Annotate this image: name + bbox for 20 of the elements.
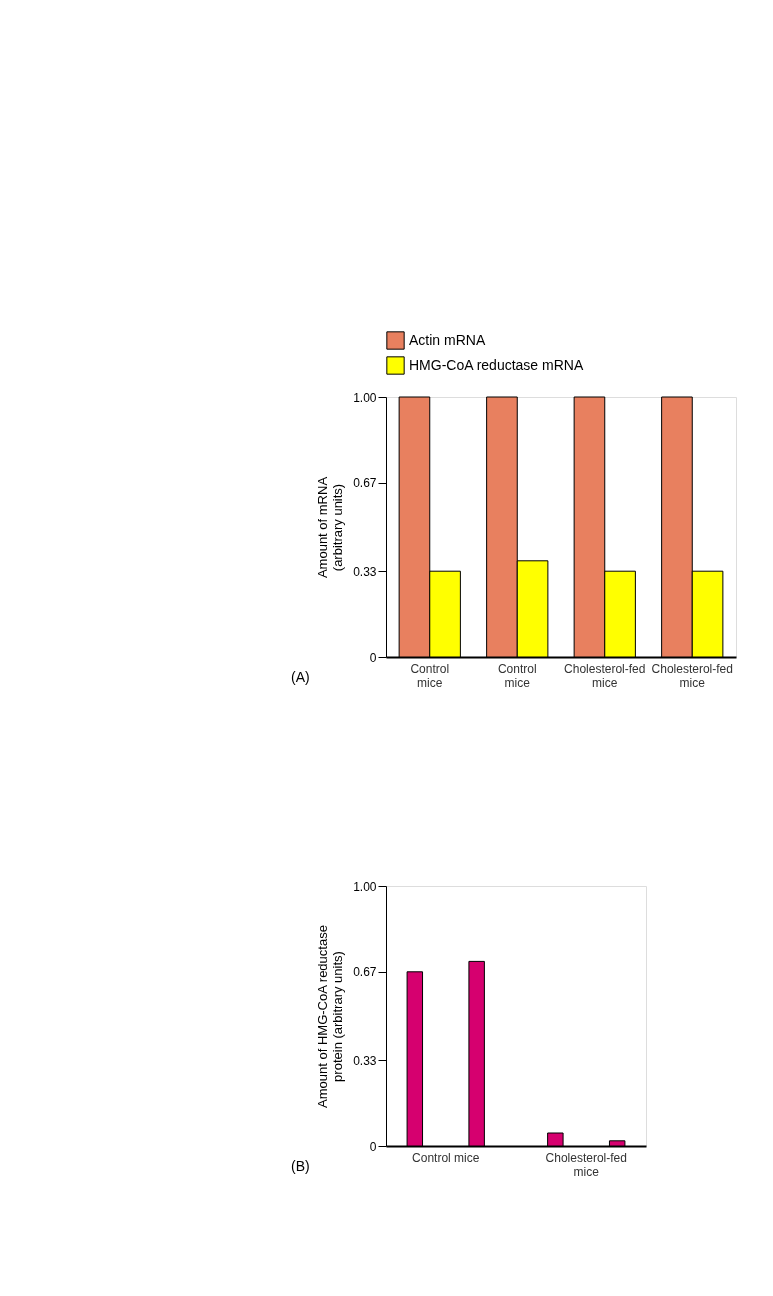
text: (B) <box>291 1158 310 1174</box>
x-tick-label: Control mice <box>412 1150 480 1165</box>
x-tick-label: Control mice <box>410 661 450 690</box>
y-axis-title: Amount of HMG-CoA reductase protein (arbitrary units) <box>315 925 346 1108</box>
x-tick-label: Cholesterol-fed mice <box>545 1150 627 1179</box>
y-tick-label: 0 <box>369 1139 377 1154</box>
y-tick-label: 1.00 <box>353 879 377 894</box>
y-tick-label: 0 <box>369 650 377 665</box>
y-tick-label: 0.33 <box>353 1053 377 1068</box>
text: (A) <box>291 669 310 685</box>
y-axis-title: Amount of mRNA (arbitrary units) <box>315 476 346 579</box>
x-tick-label: Cholesterol-fed mice <box>651 661 733 690</box>
y-tick-label: 1.00 <box>353 390 377 405</box>
y-tick-label: 0.67 <box>353 476 377 491</box>
legend-label: Actin mRNA <box>409 331 486 348</box>
legend-label: HMG-CoA reductase mRNA <box>409 356 584 373</box>
x-tick-label: Control mice <box>497 661 537 690</box>
y-tick-label: 0.33 <box>353 564 377 579</box>
y-tick-label: 0.67 <box>353 965 377 980</box>
x-tick-label: Cholesterol-fed mice <box>564 661 646 690</box>
